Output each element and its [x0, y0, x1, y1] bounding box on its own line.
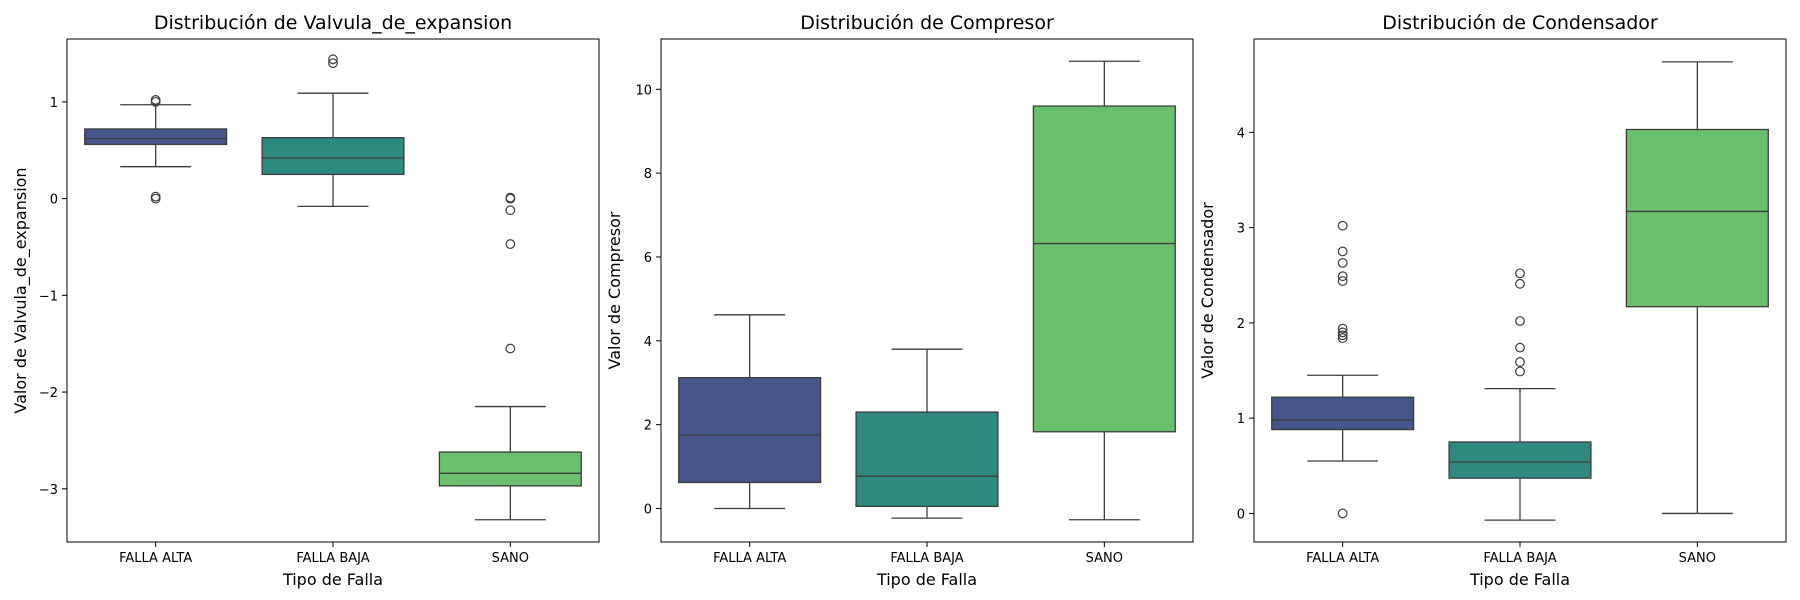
outlier-point: [328, 54, 338, 65]
x-axis-label: Tipo de Falla: [1469, 570, 1570, 589]
y-tick-label: 0: [50, 193, 58, 208]
y-axis-label: Valor de Valvula_de_expansion: [11, 167, 31, 413]
y-tick-label: −2: [39, 386, 58, 401]
chart-panel-3: FALLA ALTA FALLA BAJA SANO 0 1 2 3 4 Distribució…: [1198, 12, 1787, 589]
outlier-point: [1337, 508, 1348, 519]
outlier-point: [505, 205, 516, 216]
outlier-point: [1337, 271, 1348, 282]
plot-frame: [660, 38, 1194, 543]
x-axis-label: Tipo de Falla: [876, 570, 977, 589]
y-axis-label: Valor de Compresor: [605, 211, 624, 369]
plot-frame: [66, 38, 600, 543]
box-3: [1625, 128, 1769, 308]
box-1: [1271, 396, 1415, 431]
y-tick-label: 10: [635, 83, 652, 98]
x-axis-label: Tipo de Falla: [282, 570, 383, 589]
y-tick-label: −3: [39, 483, 58, 498]
y-tick-label: −1: [39, 289, 58, 304]
outlier-point: [1337, 323, 1348, 334]
outlier-point: [1515, 357, 1525, 367]
y-tick-label: 8: [644, 167, 652, 182]
x-tick-label: FALLA ALTA: [1306, 551, 1379, 566]
y-tick-label: 6: [644, 251, 652, 266]
x-tick-label: FALLA BAJA: [1483, 551, 1556, 566]
outlier-point: [1337, 333, 1348, 344]
x-tick-label: SANO: [492, 551, 529, 566]
box-1: [678, 377, 822, 484]
outlier-point: [1515, 342, 1525, 353]
outlier-point: [1337, 257, 1348, 268]
y-axis-label: Valor de Condensador: [1198, 202, 1217, 379]
y-tick-label: 4: [1237, 126, 1245, 141]
box-3: [438, 451, 582, 487]
plot-frame: [1253, 38, 1787, 543]
y-tick-label: 4: [644, 335, 652, 350]
outlier-point: [505, 343, 516, 354]
box-2: [1448, 441, 1592, 479]
x-tick-label: FALLA BAJA: [890, 551, 963, 566]
outlier-point: [505, 239, 516, 249]
outlier-point: [1515, 278, 1525, 289]
outlier-point: [1337, 246, 1348, 257]
outlier-point: [150, 191, 161, 202]
outlier-point: [505, 192, 516, 203]
y-tick-label: 1: [50, 96, 58, 111]
box-2: [855, 411, 999, 508]
y-tick-label: 0: [644, 502, 652, 517]
x-tick-label: SANO: [1086, 551, 1123, 566]
x-tick-label: SANO: [1679, 551, 1716, 566]
box-1: [84, 128, 228, 146]
outlier-point: [1337, 330, 1348, 341]
y-tick-label: 2: [1237, 317, 1245, 332]
chart-title: Distribución de Valvula_de_expansion: [154, 12, 512, 34]
y-tick-label: 0: [1237, 507, 1245, 522]
x-tick-label: FALLA ALTA: [119, 551, 192, 566]
outlier-point: [1337, 327, 1348, 338]
outlier-point: [328, 58, 338, 69]
chart-panel-2: FALLA ALTA FALLA BAJA SANO 0 2 4 6 8 10 Distribuc…: [605, 12, 1194, 589]
outlier-point: [1337, 276, 1348, 286]
y-tick-label: 2: [644, 419, 652, 434]
chart-panel-1: FALLA ALTA FALLA BAJA SANO −3 −2 −1 0 1 Distribu…: [11, 12, 600, 589]
outlier-point: [1337, 220, 1348, 231]
outlier-point: [150, 193, 161, 204]
chart-title: Distribución de Compresor: [800, 12, 1054, 34]
outlier-point: [150, 95, 161, 105]
chart-title: Distribución de Condensador: [1382, 12, 1658, 34]
x-tick-label: FALLA BAJA: [296, 551, 369, 566]
outlier-point: [1515, 366, 1525, 377]
outlier-point: [1515, 316, 1525, 326]
box-2: [261, 137, 405, 176]
y-tick-label: 3: [1237, 222, 1245, 237]
box-3: [1032, 105, 1176, 433]
x-tick-label: FALLA ALTA: [713, 551, 786, 566]
y-tick-label: 1: [1237, 412, 1245, 427]
outlier-point: [1515, 268, 1525, 279]
